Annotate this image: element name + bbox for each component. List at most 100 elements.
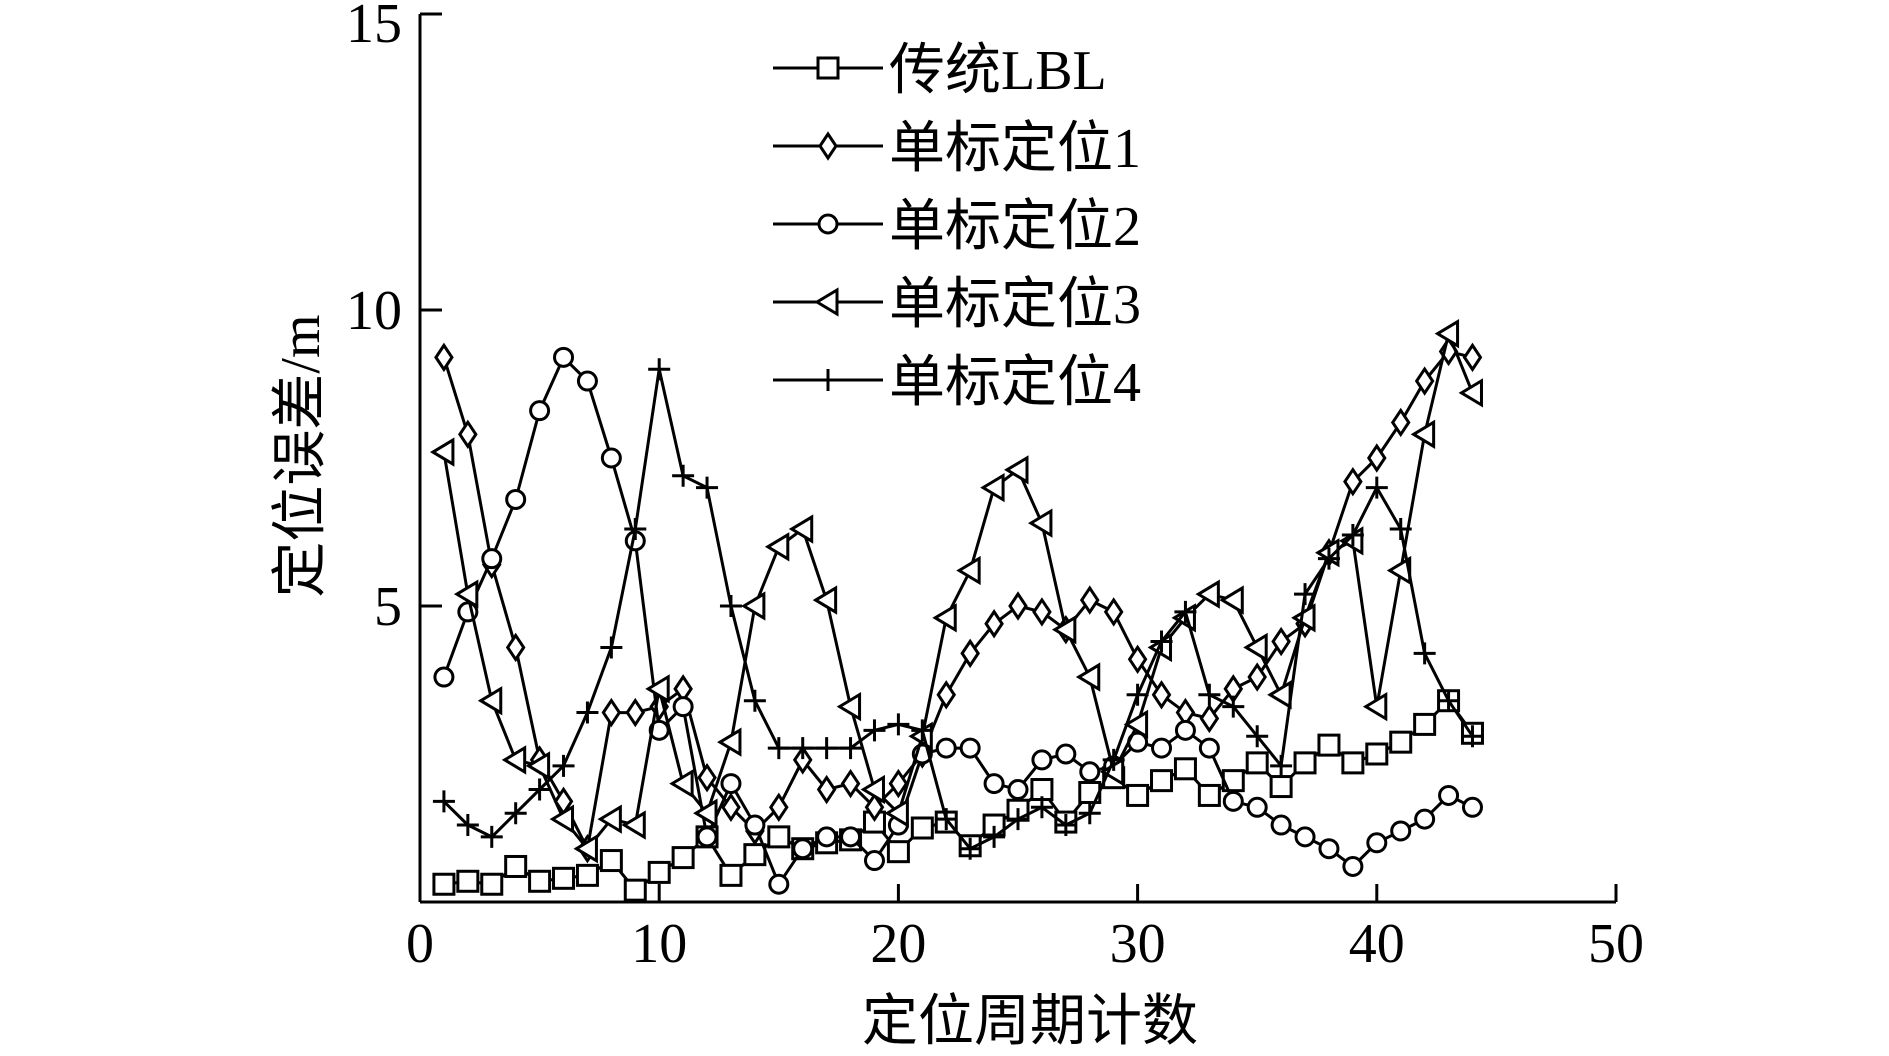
legend-label: 单标定位1 (889, 118, 1141, 180)
series-2-point (1247, 662, 1268, 692)
y-axis-label-group: 定位误差/m (270, 314, 332, 597)
x-tick-label: 30 (1110, 913, 1166, 975)
series-1-point (767, 825, 791, 849)
series-1-point (552, 866, 576, 890)
series-4-point (1243, 632, 1268, 663)
series-2-point (960, 638, 980, 669)
legend-triangle-left-marker-icon (814, 287, 839, 317)
series-2-point (1462, 342, 1483, 373)
series-5-point (432, 790, 455, 813)
series-4-point (501, 745, 527, 775)
series-1-point (647, 860, 671, 884)
series-3-point (1294, 826, 1316, 848)
series-5-point (1222, 695, 1245, 718)
series-4-point (1075, 662, 1101, 692)
series-5-point (1294, 583, 1317, 606)
series-1-point (719, 863, 743, 887)
series-1-point (1150, 769, 1174, 793)
series-4-point (1410, 419, 1436, 449)
series-5-point (887, 713, 910, 736)
series-5-point (935, 808, 958, 831)
series-1-point (504, 854, 528, 878)
series-1-point (456, 869, 480, 893)
series-1-point (1293, 751, 1317, 775)
legend-item: 单标定位1 (773, 118, 1141, 180)
series-3-point (529, 400, 551, 422)
series-1-point (1341, 751, 1365, 775)
y-axis-label: 定位误差/m (270, 314, 332, 597)
series-3-point (553, 346, 575, 368)
series-4-point (645, 674, 670, 704)
series-3-point (505, 488, 527, 510)
series-2-point (1151, 680, 1172, 710)
series-4-point (1051, 615, 1077, 645)
legend-label: 单标定位2 (889, 196, 1141, 258)
series-1-point (623, 878, 647, 902)
series-5-point (696, 476, 719, 499)
series-3-point (672, 696, 694, 718)
series-4-point (1219, 585, 1244, 615)
series-3-point (1438, 784, 1460, 806)
series-5-point (456, 814, 479, 837)
x-tick-label: 0 (406, 913, 434, 975)
series-3-point (1461, 796, 1483, 818)
series-2-point (1390, 407, 1411, 438)
series-2-point (1414, 366, 1435, 396)
series-2-point (816, 774, 837, 805)
series-4-point (884, 798, 909, 828)
series-3-point (959, 737, 981, 759)
legend-item: 单标定位2 (773, 196, 1141, 258)
legend-diamond-marker-icon (818, 131, 838, 161)
series-3-point (768, 873, 790, 895)
series-5-point (1365, 476, 1388, 499)
legend: 传统LBL 单标定位1 单标定位2 单标定位3 单标定位4 (773, 40, 1141, 414)
plot-area (430, 319, 1484, 902)
series-4-point (1123, 709, 1149, 740)
series-3-point (696, 826, 718, 848)
series-3-point (1055, 743, 1077, 765)
series-3-point (935, 737, 957, 759)
series-5-point (1007, 808, 1029, 831)
series-5-point (839, 737, 862, 760)
legend-square-marker-icon (816, 56, 840, 80)
series-3-point (1151, 737, 1173, 759)
series-3-point (600, 447, 622, 469)
series-2-point (768, 792, 789, 822)
series-1-point (528, 869, 552, 893)
legend-label: 传统LBL (889, 40, 1107, 102)
series-2-point (1199, 703, 1220, 734)
series-5-point (1317, 547, 1340, 570)
series-4-point (1004, 455, 1029, 485)
series-1-point (743, 843, 767, 867)
legend-label: 单标定位4 (889, 352, 1141, 414)
series-3-point (1342, 855, 1364, 877)
series-5-point (552, 754, 575, 777)
series-2-point (936, 680, 957, 710)
series-2-point (864, 792, 885, 822)
series-2-point (1343, 466, 1363, 497)
series-1-point (1197, 783, 1221, 807)
series-5-point (1461, 725, 1484, 748)
series-3-point (983, 773, 1005, 795)
series-2-point (840, 768, 861, 799)
series-2-point (792, 745, 813, 775)
series-3-point (744, 814, 766, 836)
series-5-point (624, 518, 647, 541)
series-3-point (840, 826, 862, 848)
series-1-point (1126, 783, 1150, 807)
series-5-point (1270, 754, 1293, 777)
series-1-point (432, 872, 456, 896)
series-5-point (1126, 683, 1149, 706)
x-tick-label: 20 (870, 913, 926, 975)
series-4-point (836, 691, 862, 722)
series-3-point (1222, 790, 1244, 812)
series-2-point (1079, 585, 1100, 615)
series-4-point (430, 437, 455, 467)
series-5-point (1389, 518, 1412, 541)
series-5-point (911, 719, 934, 742)
series-1-point (910, 816, 934, 840)
series-4-point (1028, 508, 1053, 538)
ticks: 0 10 20 30 40 50 5 10 15 (346, 0, 1644, 975)
